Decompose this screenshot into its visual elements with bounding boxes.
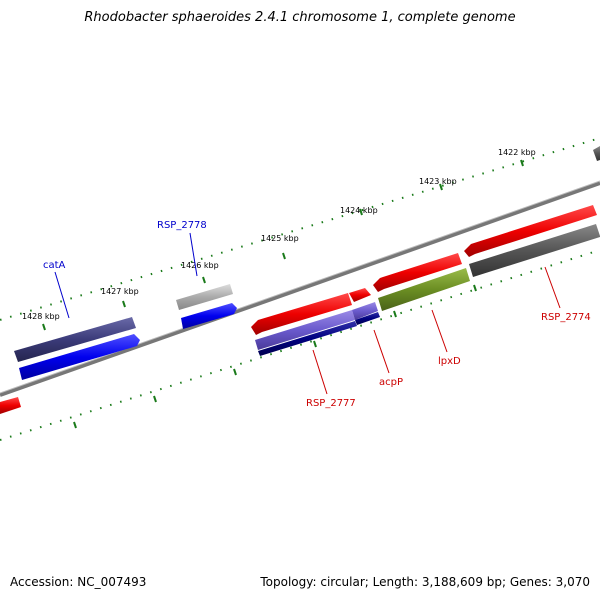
gene-lpxD-outer[interactable] [373, 253, 462, 292]
tick-label-1423: 1423 kbp [419, 177, 457, 186]
leader-RSP_2777 [312, 349, 328, 395]
leader-lpxD [431, 309, 448, 353]
tick-label-1424: 1424 kbp [340, 206, 378, 215]
gene-acpP-lav[interactable] [352, 302, 378, 320]
gene-label-RSP_2778[interactable]: RSP_2778 [157, 220, 207, 231]
gene-catA-arrow[interactable] [19, 334, 140, 380]
outer-tick-track [0, 137, 600, 322]
tick-label-1426: 1426 kbp [181, 261, 219, 270]
gene-catA-outer[interactable] [14, 317, 136, 362]
gene-label-RSP_2777[interactable]: RSP_2777 [306, 398, 356, 409]
leader-RSP_2774 [544, 266, 561, 309]
chromosome-backbone [0, 181, 600, 397]
accession-info: Accession: NC_007493 [10, 575, 147, 589]
gene-offscreen-right[interactable] [593, 146, 600, 161]
gene-label-catA[interactable]: catA [43, 260, 66, 271]
gene-label-acpP[interactable]: acpP [379, 377, 403, 388]
leader-acpP [373, 329, 390, 374]
gene-offscreen-left[interactable] [0, 397, 21, 414]
genome-stats: Topology: circular; Length: 3,188,609 bp… [260, 575, 590, 589]
leader-RSP_2778 [189, 232, 198, 277]
gene-label-lpxD[interactable]: lpxD [438, 356, 461, 367]
gene-RSP_2774-gray[interactable] [469, 224, 600, 277]
gene-RSP_2774-outer[interactable] [464, 205, 597, 257]
leader-catA [54, 271, 70, 319]
gene-lpxD-olive[interactable] [378, 268, 470, 311]
gene-RSP_2777-outer[interactable] [251, 293, 352, 335]
inner-tick-track [0, 249, 600, 441]
gene-label-RSP_2774[interactable]: RSP_2774 [541, 312, 591, 323]
tick-label-1427: 1427 kbp [101, 287, 139, 296]
genome-title: Rhodobacter sphaeroides 2.4.1 chromosome… [84, 10, 516, 25]
tick-label-1422: 1422 kbp [498, 148, 536, 157]
tick-label-1428: 1428 kbp [22, 312, 60, 321]
gene-RSP_2778-outer[interactable] [176, 284, 233, 310]
tick-label-1425: 1425 kbp [261, 234, 299, 243]
major-ticks-bottom [73, 284, 477, 429]
major-ticks-top [42, 159, 524, 331]
gene-acpP-outer[interactable] [349, 288, 371, 302]
gene-RSP_2778-arrow[interactable] [181, 303, 237, 329]
gene-RSP_2777-lav[interactable] [255, 310, 355, 350]
